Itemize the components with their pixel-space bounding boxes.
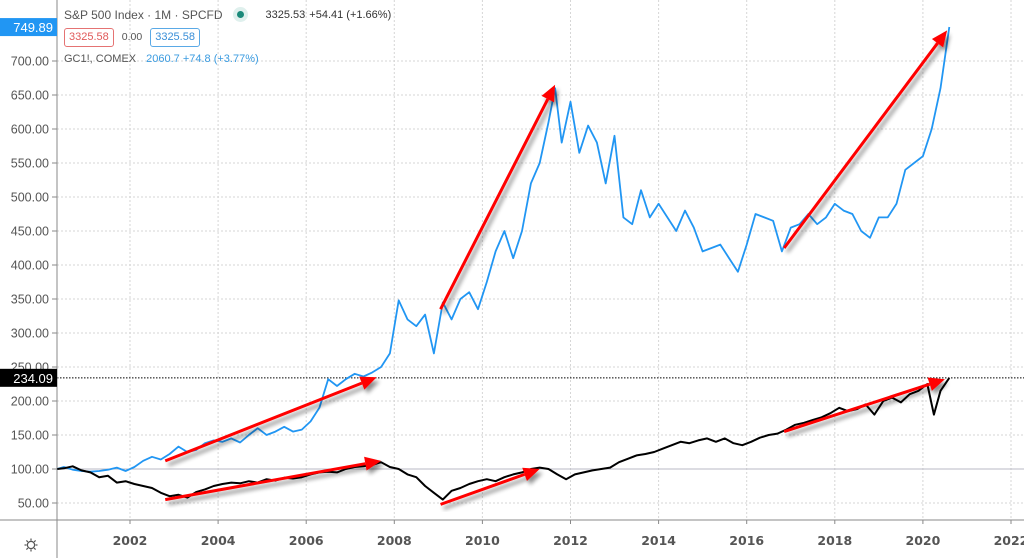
main-symbol-title[interactable]: S&P 500 Index · 1M · SPCFD (64, 7, 223, 22)
arrow-head (364, 456, 382, 471)
x-tick-label: 2018 (817, 533, 852, 548)
y-tick-label: 400.00 (11, 259, 49, 273)
y-tick-label: 350.00 (11, 293, 49, 307)
arrow-shaft (164, 462, 366, 502)
arrow-head (927, 377, 945, 391)
settings-gear-icon (24, 538, 38, 552)
trend-arrow[interactable] (783, 377, 945, 434)
x-tick-label: 2012 (553, 533, 588, 548)
y-tick-label: 100.00 (11, 463, 49, 477)
x-tick-label: 2008 (377, 533, 412, 548)
y-tick-label: 150.00 (11, 429, 49, 443)
comparison-symbol-name[interactable]: GC1!, COMEX (64, 52, 137, 65)
x-tick-label: 2016 (729, 533, 764, 548)
series-line-gold[interactable] (57, 26, 951, 473)
x-tick-label: 2014 (641, 533, 676, 548)
price-change: +54.41 (+1.66%) (309, 8, 392, 21)
market-status-icon (236, 11, 244, 18)
y-tick-label: 200.00 (11, 395, 49, 409)
gold-last-price-label-bg (0, 18, 57, 37)
sp500-last-price-label: 234.09 (0, 368, 57, 387)
x-tick-label: 2006 (289, 533, 324, 548)
sell-button[interactable]: 3325.58 (64, 27, 114, 47)
arrow-head (522, 467, 540, 481)
sp500-last-price-label-bg (0, 368, 57, 387)
grid-lines (57, 0, 1024, 520)
buy-button[interactable]: 3325.58 (150, 27, 200, 47)
y-tick-label: 50.00 (18, 497, 49, 511)
arrow-shaft (440, 472, 526, 506)
gear-icon[interactable] (24, 538, 38, 552)
spread-value: 0.00 (121, 31, 143, 43)
arrow-head (359, 376, 377, 390)
y-tick-label: 600.00 (11, 123, 49, 137)
arrow-shaft (783, 382, 931, 434)
gold-last-price-label-text: 749.89 (13, 20, 53, 35)
last-price: 3325.53 (265, 8, 306, 21)
chart-legend: S&P 500 Index · 1M · SPCFD 3325.53 +54.4… (64, 6, 391, 67)
y-tick-label: 300.00 (11, 327, 49, 341)
trend-arrow[interactable] (440, 467, 540, 506)
x-tick-label: 2002 (113, 533, 148, 548)
y-tick-label: 500.00 (11, 191, 49, 205)
x-tick-label: 2004 (201, 533, 236, 548)
main-symbol-row[interactable]: S&P 500 Index · 1M · SPCFD 3325.53 +54.4… (64, 6, 391, 23)
arrow-shaft (782, 42, 939, 249)
annotations-layer[interactable] (164, 30, 948, 506)
y-axis[interactable]: 50.00100.00150.00200.00250.00300.00350.0… (0, 18, 57, 511)
trend-arrow[interactable] (164, 456, 382, 502)
series-line-sp500[interactable] (57, 377, 951, 501)
y-tick-label: 450.00 (11, 225, 49, 239)
comparison-symbol-values: 2060.7 +74.8 (+3.77%) (146, 52, 259, 65)
order-row: 3325.58 0.00 3325.58 (64, 27, 391, 47)
x-axis[interactable]: 2002 2004 2006 2008 2010 2012 2014 2016 2018 2020… (113, 533, 1024, 548)
arrow-shaft (164, 381, 363, 463)
gold-last-price-label: 749.89 (0, 18, 57, 37)
trend-arrow[interactable] (439, 84, 556, 310)
arrow-shaft (439, 98, 550, 310)
x-tick-label: 2020 (906, 533, 941, 548)
y-tick-label: 700.00 (11, 55, 49, 69)
sp500-last-price-label-text: 234.09 (13, 371, 53, 386)
comparison-symbol-row[interactable]: GC1!, COMEX 2060.7 +74.8 (+3.77%) (64, 50, 391, 67)
x-tick-label: 2010 (465, 533, 500, 548)
y-tick-label: 550.00 (11, 157, 49, 171)
arrow-head (931, 30, 948, 48)
y-tick-label: 650.00 (11, 89, 49, 103)
x-tick-label: 2022 (994, 533, 1024, 548)
arrow-head (541, 84, 556, 103)
trend-arrow[interactable] (782, 30, 948, 249)
trend-arrow[interactable] (164, 376, 377, 463)
series-layer (57, 26, 951, 501)
